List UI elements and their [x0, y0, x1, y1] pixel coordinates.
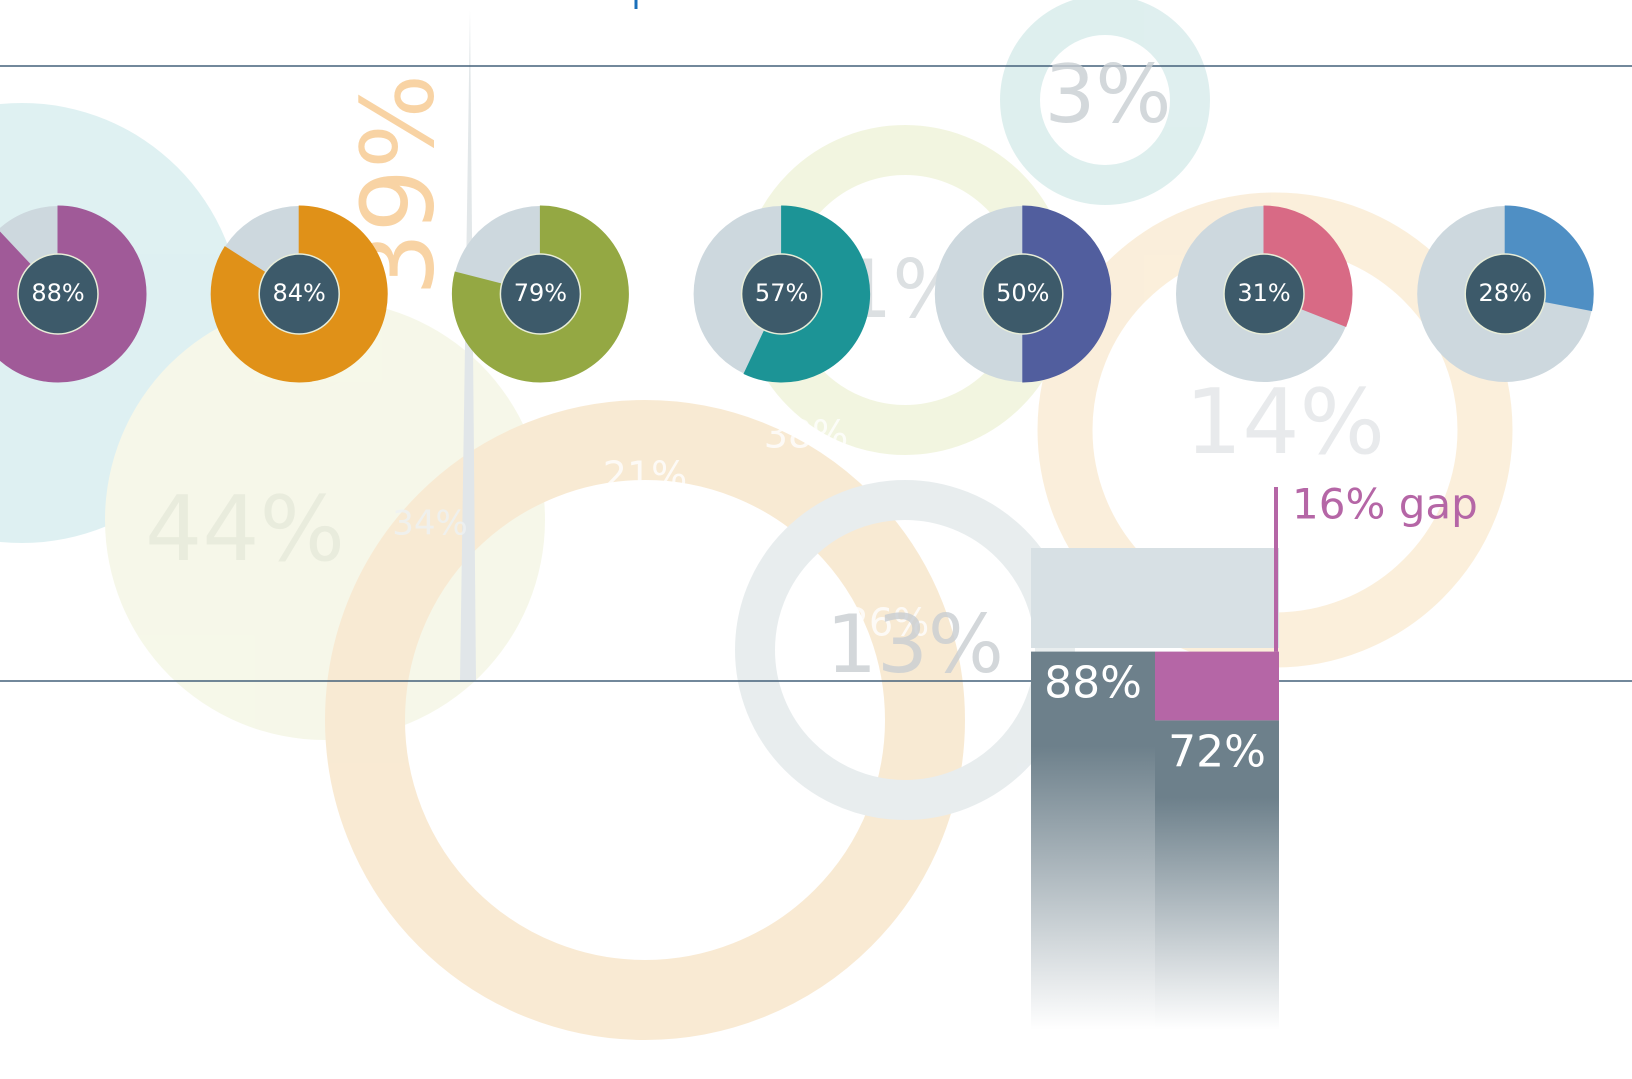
- background-label: 3%: [1045, 48, 1172, 141]
- donut-label: 57%: [755, 279, 808, 307]
- background-label: 44%: [145, 477, 345, 582]
- background-label: 34%: [392, 504, 468, 544]
- background-label: 21%: [603, 454, 687, 498]
- background-label: 38%: [764, 413, 848, 457]
- donut-label: 79%: [514, 279, 567, 307]
- bar-label: 88%: [1044, 658, 1142, 709]
- donut-label: 84%: [273, 279, 326, 307]
- bar-track: [1031, 548, 1279, 648]
- donut-label: 88%: [31, 279, 84, 307]
- background-label: 14%: [1185, 370, 1385, 475]
- donut-label: 31%: [1237, 279, 1290, 307]
- bar-label: 72%: [1168, 726, 1266, 777]
- donut-label: 28%: [1479, 279, 1532, 307]
- background-label: 13%: [826, 598, 1004, 691]
- gap-label: 16% gap: [1292, 480, 1478, 529]
- infographic: 3%1%14%39%44%34%21%38%26%13%88%84%79%57%…: [0, 0, 1632, 1079]
- donut-label: 50%: [996, 279, 1049, 307]
- gap-bar: [1155, 652, 1279, 721]
